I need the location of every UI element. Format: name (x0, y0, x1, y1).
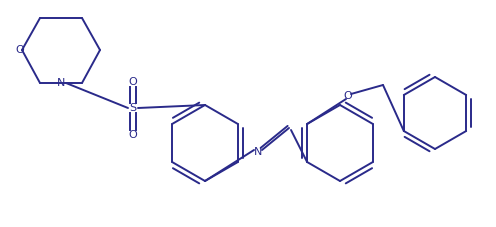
Text: O: O (16, 45, 24, 55)
Text: N: N (57, 78, 65, 88)
Text: O: O (128, 130, 137, 140)
Text: O: O (128, 77, 137, 87)
Text: S: S (129, 103, 136, 113)
Text: O: O (344, 91, 352, 101)
Text: N: N (254, 147, 262, 157)
